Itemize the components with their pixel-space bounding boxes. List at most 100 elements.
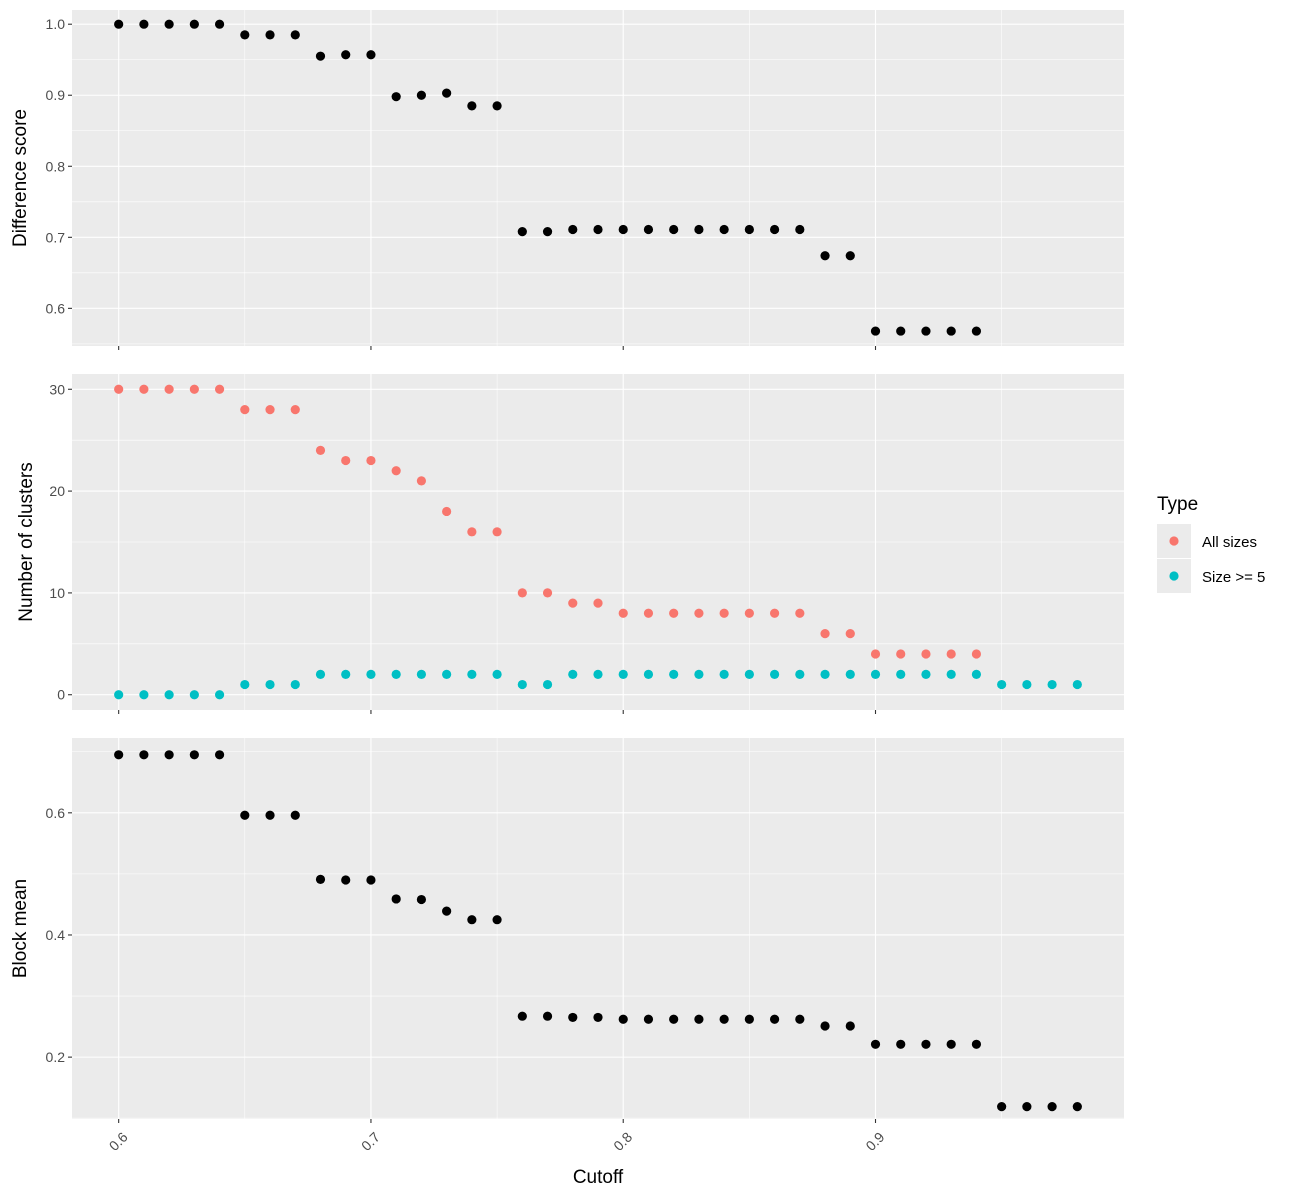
data-point (946, 649, 956, 659)
y-axis-title: Block mean (10, 879, 31, 978)
data-point (896, 1039, 906, 1049)
y-tick-label: 30 (49, 381, 65, 397)
data-point (467, 915, 477, 925)
data-point (1047, 1102, 1057, 1112)
data-point (139, 690, 149, 700)
panel-background (72, 738, 1124, 1119)
y-tick-label: 0.7 (46, 229, 66, 245)
data-point (442, 669, 452, 679)
y-tick-label: 0.6 (46, 805, 66, 821)
data-point (114, 690, 124, 700)
series-block-0 (114, 750, 1082, 1112)
data-point (214, 750, 225, 760)
data-point (265, 810, 275, 820)
y-tick-label: 0.2 (46, 1049, 66, 1065)
series-clusters-1 (114, 669, 1082, 700)
data-point (921, 326, 931, 336)
data-point (971, 1039, 982, 1049)
data-point (164, 19, 174, 29)
data-point (315, 51, 326, 61)
data-point (517, 227, 527, 237)
legend-title: Type (1157, 494, 1198, 515)
data-point (896, 649, 906, 659)
legend-marker-all-sizes (1169, 536, 1179, 546)
y-tick-label: 1.0 (46, 16, 66, 32)
legend-label-all-sizes: All sizes (1202, 534, 1257, 551)
y-tick-label: 0.9 (46, 87, 66, 103)
data-point (795, 224, 805, 235)
data-point (214, 384, 225, 394)
data-point (870, 649, 881, 659)
panel-clusters: 0 10 20 30 Number of clusters (16, 374, 1124, 714)
data-point (391, 894, 401, 904)
data-point (643, 224, 654, 235)
data-point (618, 669, 628, 679)
data-point (1022, 1102, 1032, 1112)
data-point (341, 669, 351, 679)
data-point (870, 1039, 881, 1049)
y-tick-label: 0.8 (46, 158, 66, 174)
data-point (719, 608, 729, 618)
data-point (845, 251, 855, 261)
x-axis-title: Cutoff (573, 1167, 624, 1188)
data-point (568, 598, 578, 608)
panel-background (72, 10, 1124, 346)
x-tick-label: 0.9 (862, 1129, 887, 1154)
data-point (896, 669, 906, 679)
data-point (492, 101, 502, 111)
x-tick-label: 0.6 (106, 1129, 131, 1154)
data-point (971, 326, 982, 336)
data-point (391, 92, 401, 102)
data-point (139, 19, 149, 29)
data-point (870, 669, 881, 679)
data-point (820, 251, 830, 261)
panel-block: 0.2 0.4 0.6 0.6 0.7 0.8 0.9 Block mean (10, 738, 1124, 1154)
data-point (593, 669, 603, 679)
data-point (921, 669, 931, 679)
data-point (971, 649, 982, 659)
data-point (416, 894, 427, 905)
series-difference-0 (114, 19, 982, 336)
data-point (1072, 679, 1082, 690)
data-point (997, 679, 1007, 690)
data-point (744, 669, 754, 679)
data-point (643, 1014, 654, 1024)
legend: Type All sizes Size >= 5 (1157, 494, 1265, 593)
data-point (845, 1021, 855, 1031)
data-point (568, 224, 578, 235)
data-point (517, 679, 527, 690)
data-point (139, 750, 149, 760)
data-point (542, 1011, 553, 1021)
data-point (769, 224, 780, 235)
data-point (114, 19, 124, 29)
data-point (719, 224, 729, 235)
data-point (618, 1014, 628, 1024)
data-point (315, 445, 326, 455)
data-point (139, 384, 149, 394)
series-clusters-0 (114, 384, 982, 659)
data-point (568, 1012, 578, 1023)
data-point (517, 1011, 527, 1021)
data-point (694, 608, 704, 618)
data-point (265, 30, 275, 40)
data-point (694, 669, 704, 679)
data-point (719, 669, 729, 679)
data-point (341, 455, 351, 466)
data-point (366, 50, 376, 60)
data-point (189, 19, 199, 29)
data-point (164, 750, 174, 760)
data-point (795, 1014, 805, 1024)
y-tick-label: 0.6 (46, 300, 66, 316)
y-tick-label: 0.4 (46, 927, 66, 943)
data-point (946, 669, 956, 679)
data-point (214, 19, 225, 29)
y-tick-label: 10 (49, 585, 65, 601)
data-point (769, 1014, 780, 1024)
data-point (164, 690, 174, 700)
data-point (845, 669, 855, 679)
panel-difference: 0.6 0.7 0.8 0.9 1.0 Difference score (10, 10, 1124, 350)
data-point (265, 679, 275, 690)
data-point (971, 669, 982, 679)
data-point (946, 1039, 956, 1049)
